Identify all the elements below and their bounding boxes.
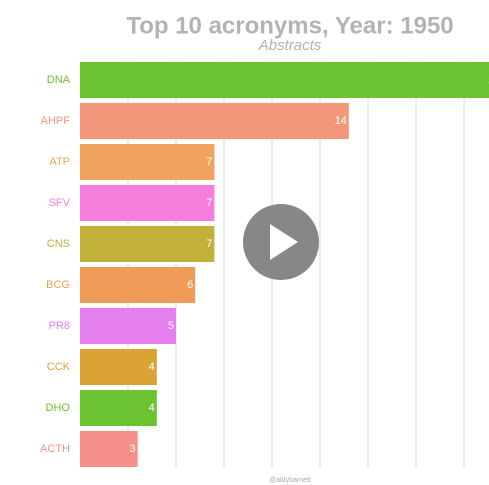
chart-subtitle: Abstracts (258, 37, 322, 54)
bar (80, 390, 157, 426)
value-label: 7 (206, 238, 212, 250)
value-label: 5 (168, 320, 174, 332)
credit: @aldybarnett (269, 477, 311, 484)
bar (80, 185, 215, 221)
chart-title: Top 10 acronyms, Year: 1950 (126, 12, 453, 39)
y-tick-label: CCK (47, 361, 71, 373)
value-label: 3 (129, 443, 135, 455)
y-tick-label: PR8 (49, 320, 70, 332)
bar (80, 308, 177, 344)
bar (80, 62, 489, 98)
value-label: 6 (187, 279, 193, 291)
bar (80, 103, 349, 139)
bar (80, 144, 215, 180)
y-tick-label: CNS (47, 238, 70, 250)
y-tick-label: AHPF (41, 115, 71, 127)
y-tick-label: DNA (47, 74, 71, 86)
bar (80, 226, 215, 262)
value-label: 7 (206, 197, 212, 209)
y-tick-label: SFV (49, 197, 71, 209)
value-label: 7 (206, 156, 212, 168)
y-tick-label: ACTH (40, 443, 70, 455)
value-label: 14 (335, 115, 347, 127)
play-button[interactable] (243, 204, 319, 280)
y-tick-label: BCG (46, 279, 70, 291)
bar (80, 349, 157, 385)
y-tick-label: DHO (46, 402, 71, 414)
y-tick-label: ATP (49, 156, 70, 168)
bar (80, 431, 138, 467)
value-label: 4 (149, 402, 155, 414)
play-icon[interactable] (270, 224, 298, 260)
value-label: 4 (149, 361, 155, 373)
bar (80, 267, 196, 303)
